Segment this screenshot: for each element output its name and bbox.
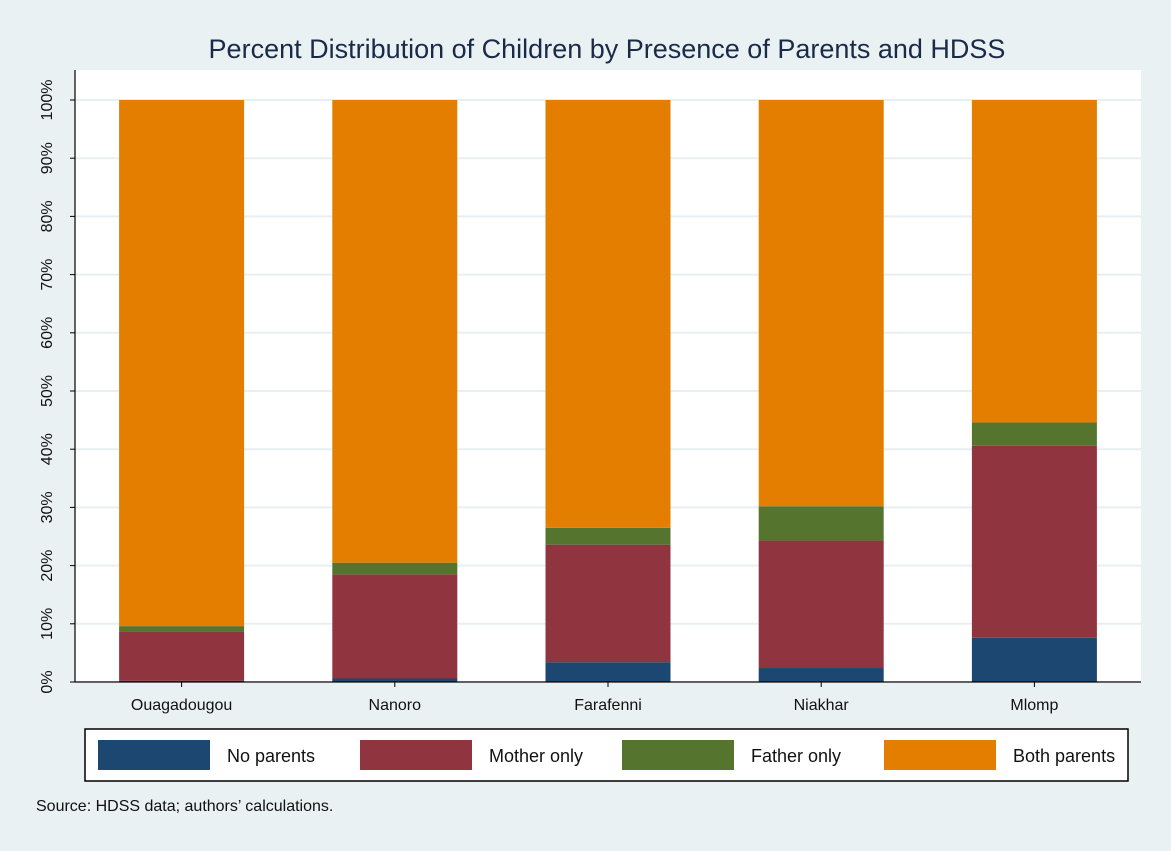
bar-segment: [332, 100, 458, 563]
bar-segment: [971, 422, 1097, 446]
y-tick-label: 100%: [39, 80, 56, 121]
bars: [119, 100, 1097, 682]
y-tick-label: 30%: [39, 491, 56, 523]
legend-label: No parents: [227, 746, 315, 766]
y-tick-label: 0%: [39, 670, 56, 693]
legend-swatch: [884, 740, 996, 770]
bar-segment: [119, 626, 245, 632]
y-tick-label: 90%: [39, 142, 56, 174]
x-tick-label: Niakhar: [794, 697, 850, 714]
bar-segment: [332, 574, 458, 679]
y-tick-label: 20%: [39, 550, 56, 582]
bar-segment: [971, 100, 1097, 423]
source-note: Source: HDSS data; authors’ calculations…: [36, 798, 333, 815]
bar-segment: [545, 100, 671, 528]
bar-segment: [758, 506, 884, 541]
bar-segment: [545, 527, 671, 545]
x-tick-label: Ouagadougou: [131, 697, 232, 714]
legend: No parents Mother only Father only Both par…: [84, 728, 1129, 782]
legend-label: Both parents: [1013, 746, 1115, 766]
axes: 0% 10% 20% 30% 40% 50% 60% 70% 80% 90% 100% Ouagado…: [39, 70, 1141, 714]
legend-label: Father only: [751, 746, 841, 766]
x-tick-label: Nanoro: [369, 697, 422, 714]
bar-segment: [119, 100, 245, 627]
x-tick-label: Mlomp: [1010, 697, 1058, 714]
y-tick-label: 50%: [39, 375, 56, 407]
bar-segment: [332, 562, 458, 575]
y-tick-label: 70%: [39, 259, 56, 291]
bar-segment: [971, 637, 1097, 682]
legend-swatch: [360, 740, 472, 770]
bar-segment: [971, 445, 1097, 638]
y-tick-label: 80%: [39, 200, 56, 232]
legend-swatch: [622, 740, 734, 770]
bar-segment: [758, 100, 884, 507]
y-tick-label: 10%: [39, 608, 56, 640]
bar-segment: [758, 668, 884, 682]
y-tick-label: 40%: [39, 433, 56, 465]
chart-title: Percent Distribution of Children by Pres…: [209, 34, 1006, 64]
y-tick-label: 60%: [39, 317, 56, 349]
bar-segment: [545, 544, 671, 663]
bar-segment: [545, 662, 671, 682]
bar-segment: [119, 631, 245, 681]
bar-segment: [332, 678, 458, 682]
bar-segment: [758, 540, 884, 669]
legend-swatch: [98, 740, 210, 770]
legend-label: Mother only: [489, 746, 583, 766]
x-tick-label: Farafenni: [574, 697, 642, 714]
